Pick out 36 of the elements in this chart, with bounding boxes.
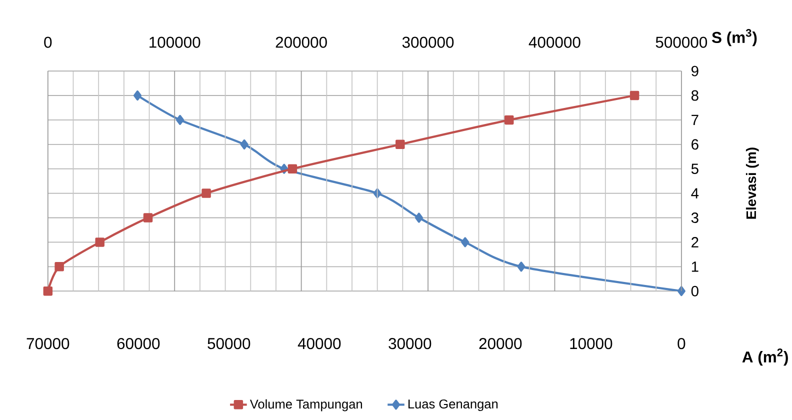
point <box>461 237 470 248</box>
x-tick-label: 20000 <box>479 338 522 349</box>
x-tick-label: 30000 <box>388 338 432 349</box>
y-axis-title: Elevasi (m) <box>746 147 759 219</box>
x-tick-label: 70000 <box>26 338 70 349</box>
x2-tick-label: 500000 <box>656 36 708 48</box>
y-tick-label: 1 <box>692 261 698 272</box>
y-tick-label: 2 <box>692 236 698 248</box>
x-tick-label: 40000 <box>298 338 341 349</box>
point <box>677 286 686 296</box>
x-tick-label: 0 <box>678 338 686 349</box>
x2-tick-label: 400000 <box>528 36 580 48</box>
point <box>240 139 248 150</box>
x-tick-label: 50000 <box>208 338 250 349</box>
x-tick-label: 60000 <box>117 338 160 349</box>
x2-axis-title: S (m$^{3}$) <box>712 28 757 46</box>
x2-tick-label: 100000 <box>150 36 200 48</box>
legend-label: Luas Genangan <box>408 399 498 411</box>
point <box>133 90 142 100</box>
y-tick-label: 4 <box>691 188 699 198</box>
point <box>414 212 423 223</box>
x-axis-title: A (m$^{2}$) <box>742 348 788 366</box>
point <box>176 114 184 125</box>
y-tick-label: 3 <box>691 212 698 223</box>
y-tick-label: 8 <box>691 90 698 101</box>
y-tick-label: 9 <box>692 66 698 76</box>
y-tick-label: 0 <box>691 286 698 296</box>
x2-tick-label: 300000 <box>402 36 454 48</box>
y-tick-label: 7 <box>692 114 698 125</box>
point <box>517 261 526 272</box>
legend-label: Volume Tampungan <box>250 399 362 412</box>
x2-tick-label: 0 <box>44 36 52 48</box>
y-tick-label: 6 <box>692 138 698 150</box>
x2-tick-label: 200000 <box>276 36 327 48</box>
x-tick-label: 10000 <box>570 338 612 349</box>
y-tick-label: 5 <box>691 164 698 174</box>
